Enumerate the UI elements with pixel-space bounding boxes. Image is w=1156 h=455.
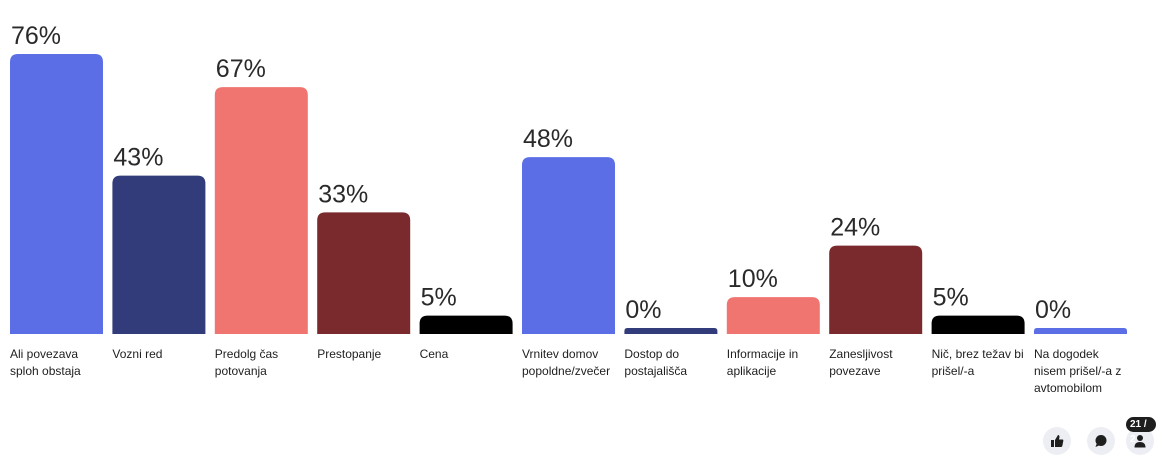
category-label-line: aplikacije: [727, 364, 777, 378]
value-label: 0%: [1035, 296, 1071, 324]
bar-10: [1034, 328, 1127, 334]
category-label-line: prišel/-a: [932, 364, 975, 378]
bar-9: [931, 315, 1025, 334]
category-label-line: Ali povezava: [10, 347, 78, 361]
value-label: 33%: [318, 180, 368, 208]
category-label: Ali povezava sploh obstaja: [10, 347, 81, 378]
bar-1: [112, 175, 206, 334]
bar-7: [726, 297, 820, 334]
category-label-line: Vozni red: [112, 347, 162, 361]
value-label: 43%: [113, 144, 163, 172]
category-label: Predolg čas potovanja: [215, 347, 278, 378]
category-label: Nič, brez težav bi prišel/-a: [932, 347, 1024, 378]
bar-2: [214, 87, 308, 334]
category-label: Prestopanje: [317, 347, 381, 361]
bar-0: [10, 54, 103, 334]
category-label-line: Predolg čas: [215, 347, 278, 361]
value-label: 24%: [830, 214, 880, 242]
category-label-line: nisem prišel/-a z: [1034, 364, 1121, 378]
like-button[interactable]: [1043, 427, 1071, 455]
category-label: Vozni red: [112, 347, 162, 361]
category-label-line: sploh obstaja: [10, 364, 81, 378]
category-label-line: Vrnitev domov: [522, 347, 598, 361]
bar-3: [317, 212, 411, 334]
category-label-line: Informacije in: [727, 347, 798, 361]
response-counter-badge: 21 / 2: [1126, 417, 1156, 445]
category-label: Vrnitev domov popoldne/zvečer: [522, 347, 610, 378]
value-label: 5%: [421, 284, 457, 312]
category-label: Na dogodek nisem prišel/-a z avtomobilom: [1034, 347, 1121, 395]
category-label-line: povezave: [829, 364, 881, 378]
category-label: Cena: [420, 347, 449, 361]
value-label: 10%: [728, 265, 778, 293]
value-label: 0%: [625, 296, 661, 324]
value-label: 76%: [11, 22, 61, 50]
bar-6: [624, 328, 718, 334]
value-label: 5%: [933, 284, 969, 312]
value-label: 67%: [216, 55, 266, 83]
category-label-line: popoldne/zvečer: [522, 364, 610, 378]
category-label-line: potovanja: [215, 364, 267, 378]
thumbs-up-icon: [1051, 435, 1064, 447]
value-label: 48%: [523, 125, 573, 153]
category-label-line: Na dogodek: [1034, 347, 1100, 361]
category-label: Dostop do postajališča: [624, 347, 687, 378]
category-label: Zanesljivost povezave: [829, 347, 893, 378]
bar-4: [419, 315, 513, 334]
category-label-line: Zanesljivost: [829, 347, 893, 361]
category-label-line: Cena: [420, 347, 449, 361]
category-label-line: Dostop do: [624, 347, 679, 361]
comment-button[interactable]: [1087, 427, 1115, 455]
person-icon: [1134, 435, 1146, 448]
category-label: Informacije in aplikacije: [727, 347, 798, 378]
bar-8: [829, 245, 923, 334]
category-label-line: Prestopanje: [317, 347, 381, 361]
category-label-line: avtomobilom: [1034, 381, 1102, 395]
category-label-line: postajališča: [624, 364, 687, 378]
category-label-line: Nič, brez težav bi: [932, 347, 1024, 361]
bar-5: [522, 157, 615, 334]
chat-bubble-icon: [1095, 435, 1107, 447]
